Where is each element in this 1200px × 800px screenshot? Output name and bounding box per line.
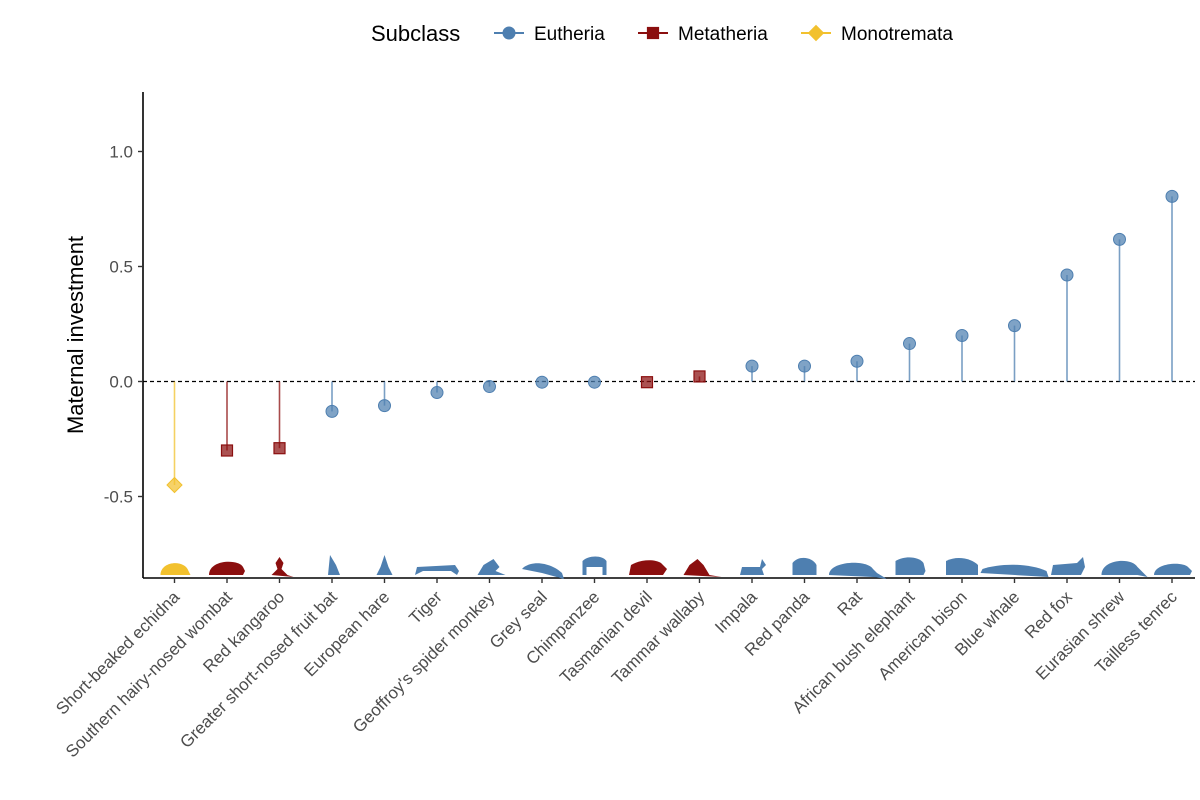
chimpanzee-silhouette <box>582 556 607 575</box>
point-2 <box>273 442 286 455</box>
impala-silhouette <box>740 559 766 575</box>
category-label: American bison <box>875 587 971 683</box>
legend-label: Eutheria <box>534 24 605 45</box>
echidna-silhouette <box>160 563 191 575</box>
fox-silhouette <box>1051 557 1085 575</box>
point-5 <box>430 386 444 400</box>
point-12 <box>798 359 811 373</box>
bat-silhouette <box>328 555 340 575</box>
whale-silhouette <box>980 564 1049 577</box>
x-axis <box>143 577 1195 583</box>
hare-silhouette <box>376 555 393 575</box>
y-tick-label: 0.0 <box>109 373 133 392</box>
seal-silhouette <box>522 563 564 579</box>
y-tick-label: 0.5 <box>109 258 133 277</box>
point-19 <box>1165 189 1179 203</box>
point-11 <box>745 359 759 373</box>
elephant-silhouette <box>895 557 926 575</box>
legend-entry-metatheria: Metatheria <box>638 24 768 45</box>
point-8 <box>588 375 601 389</box>
legend-key-marker <box>646 26 660 40</box>
point-16 <box>1008 319 1021 333</box>
tiger-silhouette <box>415 565 459 575</box>
category-label: Tiger <box>405 587 446 628</box>
point-17 <box>1060 268 1074 282</box>
silhouettes <box>160 555 1192 579</box>
stems <box>173 196 1173 485</box>
y-axis-title: Maternal investment <box>63 236 88 434</box>
panda-silhouette <box>792 557 817 575</box>
data-points <box>166 189 1179 494</box>
legend-entry-monotremata: Monotremata <box>801 24 953 45</box>
legend-label: Monotremata <box>841 24 953 45</box>
category-label: Eurasian shrew <box>1032 587 1129 684</box>
point-10 <box>693 370 706 383</box>
y-tick-label: 1.0 <box>109 143 133 162</box>
wombat-silhouette <box>209 561 245 575</box>
legend-title: Subclass <box>371 21 460 46</box>
point-4 <box>378 399 391 413</box>
legend-key-marker <box>807 24 825 42</box>
legend-entry-eutheria: Eutheria <box>494 24 605 45</box>
shrew-silhouette <box>1101 560 1148 577</box>
point-7 <box>535 375 549 389</box>
legend-key-marker <box>502 26 516 40</box>
point-1 <box>220 444 234 457</box>
tenrec-silhouette <box>1154 563 1192 575</box>
devil-silhouette <box>629 560 667 575</box>
wallaby-silhouette <box>683 559 722 577</box>
point-18 <box>1113 232 1126 246</box>
point-14 <box>903 337 916 351</box>
point-0 <box>166 476 183 494</box>
point-3 <box>325 404 339 418</box>
kangaroo-silhouette <box>271 557 294 577</box>
point-9 <box>640 376 654 389</box>
legend-label: Metatheria <box>678 24 768 45</box>
point-6 <box>483 380 496 394</box>
y-tick-label: -0.5 <box>104 488 133 507</box>
monkey-silhouette <box>477 559 506 575</box>
category-label: Rat <box>834 587 866 619</box>
category-label: Impala <box>711 587 761 637</box>
category-label: Tasmanian devil <box>556 587 656 687</box>
legend: Subclass Eutheria Metatheria Monotremata <box>371 21 953 46</box>
y-axis: -0.5 0.0 0.5 1.0 <box>104 92 144 578</box>
bison-silhouette <box>946 558 978 575</box>
point-15 <box>955 329 969 342</box>
rat-silhouette <box>829 562 887 579</box>
point-13 <box>850 354 864 368</box>
category-label: Tammar wallaby <box>608 587 709 688</box>
